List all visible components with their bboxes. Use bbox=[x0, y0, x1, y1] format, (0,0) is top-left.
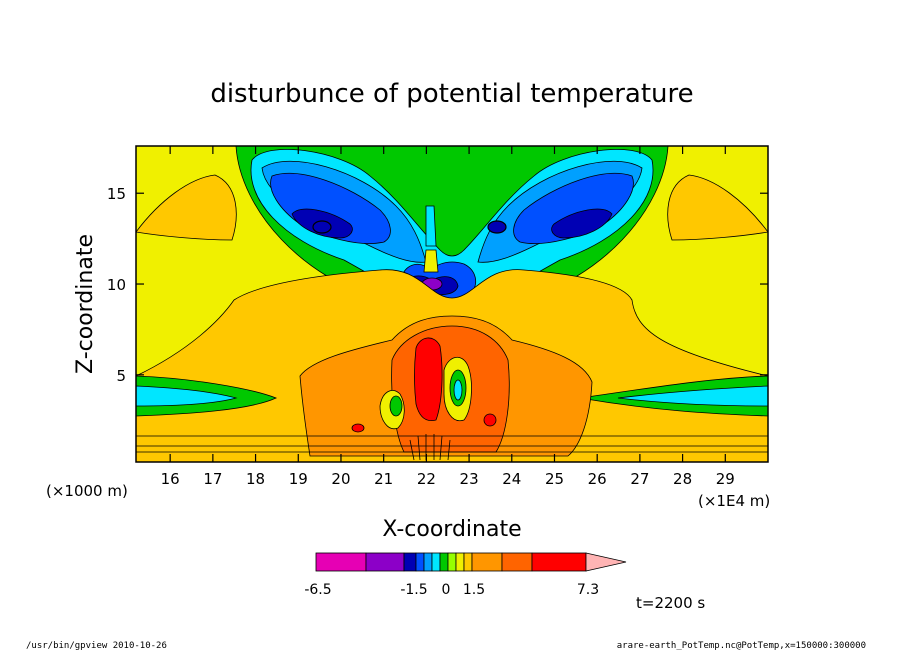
x-tick-label: 28 bbox=[673, 470, 692, 488]
colorbar-label-neg: -1.5 bbox=[400, 582, 427, 598]
colorbar bbox=[315, 552, 627, 572]
x-tick-label: 16 bbox=[161, 470, 180, 488]
colorbar-swatch bbox=[439, 552, 449, 572]
contour-darkest-left bbox=[312, 220, 332, 234]
y-axis-label: Z-coordinate bbox=[73, 234, 98, 374]
x-tick-label: 21 bbox=[374, 470, 393, 488]
plot-frame bbox=[135, 145, 769, 463]
contour-hole-right-cyan bbox=[453, 379, 463, 401]
colorbar-swatch bbox=[431, 552, 441, 572]
colorbar-swatch bbox=[423, 552, 433, 572]
contour-lobe-right bbox=[667, 174, 768, 241]
colorbar-swatch bbox=[463, 552, 473, 572]
y-tick-label: 10 bbox=[107, 276, 126, 294]
contour-plume-cyan bbox=[425, 205, 437, 247]
colorbar-labels: -6.5 -1.5 0 1.5 7.3 bbox=[304, 582, 599, 598]
contour-cyan-right bbox=[617, 385, 768, 407]
x-tick-label: 23 bbox=[460, 470, 479, 488]
colorbar-label-zero: 0 bbox=[442, 582, 451, 598]
x-tick-label: 18 bbox=[246, 470, 265, 488]
y-axis-unit: (×1000 m) bbox=[46, 482, 128, 500]
y-axis: 5 10 15 bbox=[107, 185, 768, 385]
x-tick-label: 27 bbox=[630, 470, 649, 488]
x-tick-label: 22 bbox=[417, 470, 436, 488]
contour-red-column bbox=[414, 337, 443, 421]
colorbar-label-pos: 1.5 bbox=[463, 582, 485, 598]
contour-hole-left-green bbox=[389, 395, 403, 417]
colorbar-swatch bbox=[531, 552, 587, 572]
colorbar-swatch bbox=[415, 552, 425, 572]
colorbar-swatch bbox=[455, 552, 465, 572]
colorbar-label-max: 7.3 bbox=[577, 582, 599, 598]
x-tick-label: 20 bbox=[331, 470, 350, 488]
contour-blob-red-left bbox=[351, 423, 365, 433]
x-axis-unit: (×1E4 m) bbox=[698, 492, 770, 510]
contour-cyan-left bbox=[136, 385, 238, 407]
x-tick-label: 24 bbox=[502, 470, 521, 488]
colorbar-swatch bbox=[365, 552, 405, 572]
x-axis: 16 17 18 19 20 21 22 23 24 25 26 27 28 29 bbox=[161, 146, 735, 488]
contour-blob-red-right bbox=[483, 413, 497, 427]
colorbar-label-min: -6.5 bbox=[304, 582, 331, 598]
colorbar-extension bbox=[585, 552, 627, 572]
contour-surface-lines bbox=[136, 434, 768, 461]
x-tick-label: 26 bbox=[588, 470, 607, 488]
y-tick-label: 15 bbox=[107, 185, 126, 203]
y-tick-label: 5 bbox=[116, 367, 126, 385]
colorbar-swatch bbox=[501, 552, 533, 572]
contour-lobe-left bbox=[136, 174, 237, 241]
x-tick-label: 17 bbox=[203, 470, 222, 488]
contour-blue-right bbox=[513, 172, 634, 244]
contour-darkblue-right bbox=[551, 208, 613, 239]
x-tick-label: 29 bbox=[716, 470, 735, 488]
footer-left: /usr/bin/gpview 2010-10-26 bbox=[26, 641, 167, 651]
contour-field bbox=[136, 146, 768, 462]
footer-right: arare-earth_PotTemp.nc@PotTemp,x=150000:… bbox=[616, 641, 866, 651]
x-axis-label: X-coordinate bbox=[382, 517, 521, 542]
colorbar-swatch bbox=[315, 552, 367, 572]
colorbar-swatch bbox=[471, 552, 503, 572]
colorbar-swatch bbox=[403, 552, 417, 572]
contour-darkest-right bbox=[487, 220, 507, 234]
chart-title: disturbunce of potential temperature bbox=[210, 79, 693, 109]
contour-plume-yellow bbox=[423, 249, 439, 273]
x-tick-label: 25 bbox=[545, 470, 564, 488]
contour-blue-left bbox=[270, 172, 391, 244]
time-label: t=2200 s bbox=[636, 594, 705, 612]
colorbar-swatch bbox=[447, 552, 457, 572]
x-tick-label: 19 bbox=[289, 470, 308, 488]
